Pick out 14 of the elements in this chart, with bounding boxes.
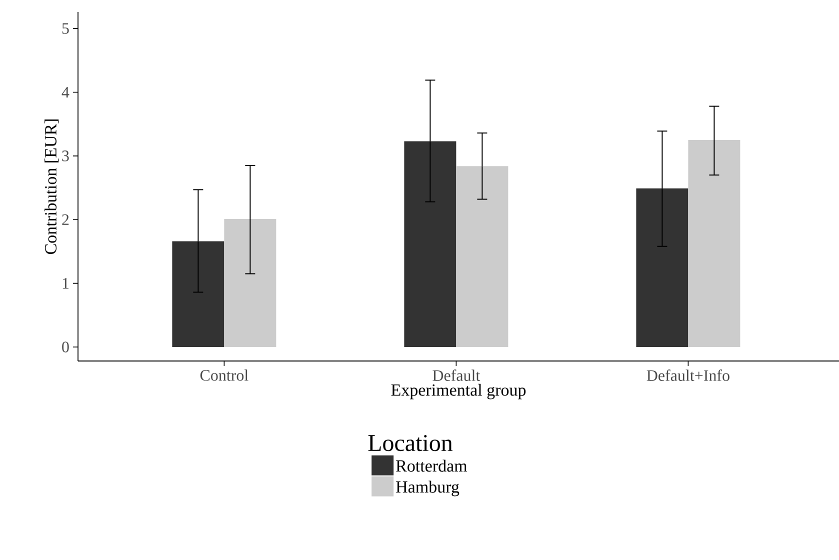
- x-tick-label: Default+Info: [646, 370, 730, 381]
- legend-label: Hamburg: [396, 480, 460, 496]
- x-tick-label: Control: [200, 370, 248, 381]
- y-tick-label: 4: [62, 86, 70, 98]
- y-tick-label: 3: [62, 150, 69, 162]
- y-tick-label: 5: [62, 23, 69, 34]
- y-tick-label: 2: [62, 214, 69, 225]
- y-tick-label: 0: [62, 342, 69, 352]
- legend-title: Location: [368, 434, 453, 452]
- legend-label: Rotterdam: [396, 460, 468, 472]
- x-axis-title: Experimental group: [391, 384, 526, 400]
- x-tick-label: Default: [432, 370, 480, 381]
- y-axis-title: Contribution [EUR]: [44, 120, 59, 254]
- y-tick-label: 1: [62, 278, 69, 289]
